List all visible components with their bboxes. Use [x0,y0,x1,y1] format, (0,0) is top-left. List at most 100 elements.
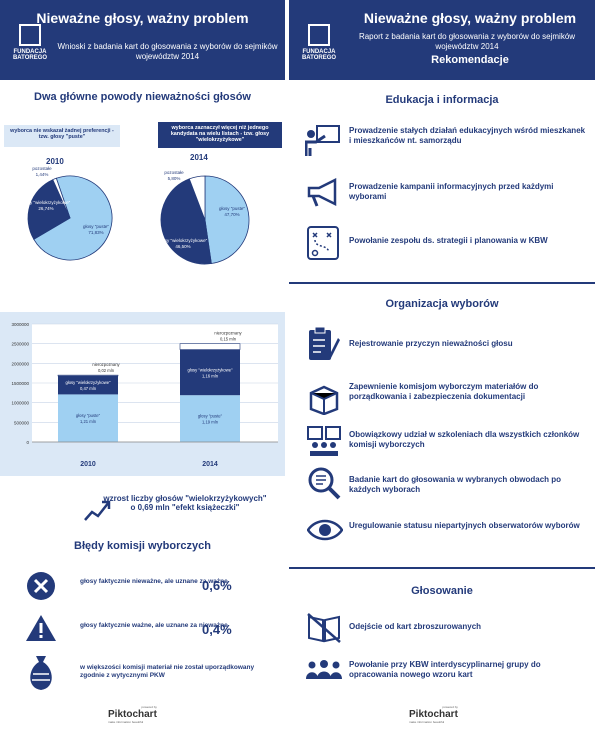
y-tick-0: 0 [26,440,29,445]
trend-up-icon [84,500,111,521]
bar-2010-1 [58,375,118,395]
pie-0-value-1: 26,74% [38,206,53,211]
rec-organization-4: Badanie kart do głosowania w wybranych o… [349,475,562,494]
pie-1-slice-0 [204,175,250,264]
pie-1-value-0: 47,70% [224,212,239,217]
pie-0-value-2: 1,44% [36,172,49,177]
piktochart-name-right: Piktochart [409,709,458,720]
rec-organization-5: Uregulowanie statusu niepartyjnych obser… [349,521,580,530]
logo-icon [19,24,41,46]
piktochart-powered-left: powered by [141,705,157,709]
pie-1-slice-2 [188,175,206,221]
bar-2014-2 [179,343,241,350]
pie-1-slice-1 [160,178,212,265]
bar-label-value-2014-2: 0,15 mln [220,337,237,342]
group-icon [306,660,342,679]
batory-logo: FUNDACJA BATOREGO [10,24,50,61]
pie-1-label-0: głosy "puste" [219,206,245,211]
right-title: Nieważne głosy, ważny problem [363,10,577,26]
pie-charts: głosy "puste" 71,83% głosy "wielokrzyżykow… [22,166,250,265]
column-gap [285,0,289,735]
errors-heading: Błędy komisji wyborczych [74,540,211,552]
sack-icon [30,656,52,690]
bar-label-name-2010-2: nierozpoznany [92,362,120,367]
bar-label-name-2010-1: głosy "wielokrzyżykowe" [65,380,111,385]
rec-voting-1: Odejście od kart zbroszurowanych [349,622,482,631]
pie-1-label-1: głosy "wielokrzyżykowe" [159,238,208,243]
error-value-2: 0,4% [202,622,232,637]
section-organization-heading: Organizacja wyborów [385,298,499,310]
bar-label-value-2010-0: 1,21 mln [80,419,97,424]
error-value-1: 0,6% [202,578,232,593]
y-tick-4: 2000000 [11,361,29,366]
piktochart-logo-left: powered by Piktochart make information b… [108,705,157,724]
trend-text: wzrost liczby głosów "wielokrzyżykowych"… [103,494,267,512]
piktochart-logo-right: powered by Piktochart make information b… [409,705,458,724]
training-icon [307,426,341,456]
piktochart-powered-right: powered by [442,705,458,709]
error-text-1: głosy faktycznie nieważne, ale uznane za… [80,578,228,585]
bar-2014-1 [180,349,240,396]
left-subtitle: Wnioski z badania kart do głosowania z w… [57,42,278,61]
megaphone-icon [307,178,337,207]
bar-label-value-2014-0: 1,19 mln [202,420,219,425]
recommendations-label: Rekomendacje [431,54,509,66]
left-panel: Nieważne głosy, ważny problem FUNDACJA B… [0,0,285,735]
pie-0-label-2: pozostałe [32,166,52,171]
divider-1 [289,282,595,284]
left-header: Nieważne głosy, ważny problem FUNDACJA B… [0,0,285,80]
logo-line1-right: FUNDACJA [302,49,336,55]
bar-2010-0 [58,394,118,442]
x-tick-2014: 2014 [202,461,218,468]
y-tick-1: 500000 [14,420,30,425]
bar-label-value-2010-1: 0,47 mln [80,386,97,391]
bar-chart-panel: 0 500000 1000000 1500000 2000000 2500000 30000… [0,312,285,476]
bar-2010-2 [57,374,119,377]
bar-label-value-2014-1: 1,16 mln [202,373,219,378]
bar-label-name-2010-0: głosy "puste" [76,413,101,418]
y-tick-6: 3000000 [11,322,29,327]
bar-label-value-2010-2: 0,02 mln [98,368,115,373]
teacher-board-icon [305,125,340,156]
left-title: Nieważne głosy, ważny problem [36,10,249,26]
piktochart-name-left: Piktochart [108,709,157,720]
pie-1-value-1: 46,50% [175,244,190,249]
y-tick-3: 1500000 [11,381,29,386]
magnifier-document-icon [308,467,341,500]
pie-1-label-2: pozostałe [164,170,184,175]
divider-2 [289,567,595,569]
error-text-3: w większości komisji materiał nie został… [80,664,255,679]
box-icon [309,385,339,415]
y-tick-5: 2500000 [11,342,29,347]
pie-2010-title: 2010 [46,157,64,166]
pie-0-slice-2 [52,177,71,219]
pie-0-label-1: głosy "wielokrzyżykowe" [22,200,71,205]
bar-label-name-2014-2: nierozpoznany [214,331,242,336]
rec-voting-2: Powołanie przy KBW interdyscyplinarnej g… [349,660,541,679]
rec-organization-3: Obowiązkowy udział w szkoleniach dla wsz… [349,430,580,449]
batory-logo-right: FUNDACJA BATOREGO [299,24,339,61]
section-education-heading: Edukacja i informacja [385,94,499,106]
bar-label-name-2014-0: głosy "puste" [198,414,223,419]
logo-line2-right: BATOREGO [301,55,337,61]
pie-0-value-0: 71,83% [88,230,103,235]
rec-education-2: Prowadzenie kampanii informacyjnych prze… [349,182,554,201]
rec-education-1: Prowadzenie stałych działań edukacyjnych… [349,126,586,145]
error-text-2: głosy faktycznie ważne, ale uznane za ni… [80,622,228,629]
warning-icon [26,615,56,641]
rec-organization-1: Rejestrowanie przyczyn nieważności głosu [349,339,513,348]
rec-organization-2: Zapewnienie komisjom wyborczym materiałó… [349,382,539,401]
x-tick-2010: 2010 [80,461,96,468]
pie-0-slice-0 [33,175,113,261]
eye-icon [307,519,343,541]
pie-2014-title: 2014 [190,153,208,162]
right-header: Nieważne głosy, ważny problem FUNDACJA B… [289,0,595,80]
pie-1-value-2: 5,80% [168,176,181,181]
y-tick-2: 1000000 [11,401,29,406]
logo-icon-right [308,24,330,46]
multi-votes-label: wyborca zaznaczył więcej niż jednego kan… [158,122,282,148]
bar-2014-0 [180,395,240,442]
right-panel: Nieważne głosy, ważny problem FUNDACJA B… [289,0,595,735]
section-voting-heading: Głosowanie [411,585,473,597]
clipboard-pen-icon [309,326,340,360]
